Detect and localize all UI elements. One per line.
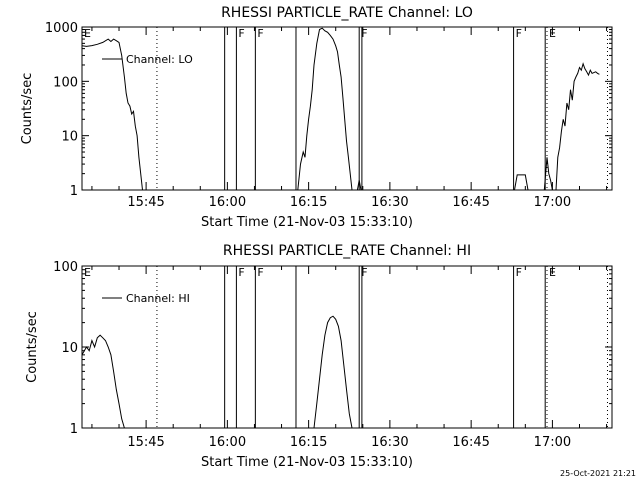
x-tick-label: 15:45: [127, 435, 164, 450]
x-tick-label: 16:15: [290, 195, 327, 210]
series-line: [543, 157, 553, 191]
x-tick-label: 16:00: [209, 195, 246, 210]
event-marker-label: F: [257, 27, 263, 40]
y-axis-label: Counts/sec: [20, 73, 35, 145]
x-tick-label: 15:45: [127, 195, 164, 210]
x-tick-label: 16:30: [371, 195, 408, 210]
timestamp-footer: 25-Oct-2021 21:21: [560, 469, 636, 478]
event-marker-label: F: [238, 27, 244, 40]
event-marker-label: F: [238, 266, 244, 279]
x-tick-label: 16:00: [209, 435, 246, 450]
chart-title: RHESSI PARTICLE_RATE Channel: LO: [221, 5, 473, 21]
x-axis-label: Start Time (21-Nov-03 15:33:10): [201, 455, 413, 470]
chart-title: RHESSI PARTICLE_RATE Channel: HI: [223, 243, 471, 259]
series-line: [555, 62, 600, 191]
event-marker-label: E: [84, 27, 91, 40]
series-line: [356, 180, 362, 191]
x-tick-label: 16:15: [290, 435, 327, 450]
event-marker-label: F: [257, 266, 263, 279]
x-tick-label: 16:45: [452, 195, 489, 210]
event-marker-label: F: [361, 27, 367, 40]
x-axis-label: Start Time (21-Nov-03 15:33:10): [201, 215, 413, 230]
event-marker-label: E: [84, 266, 91, 279]
series-line: [297, 27, 353, 191]
series-line: [514, 174, 529, 191]
y-tick-label: 10: [61, 130, 78, 145]
series-line: [81, 38, 143, 191]
event-marker-label: E: [549, 266, 556, 279]
y-tick-label: 100: [53, 260, 78, 275]
series-line: [313, 315, 353, 429]
y-tick-label: 1: [70, 184, 78, 199]
y-tick-label: 1000: [45, 21, 78, 36]
chart-panel-1: RHESSI PARTICLE_RATE Channel: LO 1 10 100 10…: [20, 5, 613, 230]
x-tick-label: 16:30: [371, 435, 408, 450]
x-tick-label: 16:45: [452, 435, 489, 450]
y-tick-label: 1: [70, 422, 78, 437]
event-marker-label: F: [361, 266, 367, 279]
legend-label: Channel: HI: [126, 292, 190, 305]
event-marker-label: E: [549, 27, 556, 40]
chart-panel-2: RHESSI PARTICLE_RATE Channel: HI 1 10 100 Co…: [25, 243, 613, 470]
x-tick-label: 17:00: [534, 195, 571, 210]
y-tick-label: 10: [61, 341, 78, 356]
y-axis-label: Counts/sec: [25, 311, 40, 383]
event-marker-label: F: [516, 27, 522, 40]
plot-frame: [81, 26, 613, 191]
plot-frame: [81, 265, 613, 429]
event-marker-label: F: [516, 266, 522, 279]
legend-label: Channel: LO: [126, 53, 193, 66]
x-tick-label: 17:00: [534, 435, 571, 450]
y-tick-label: 100: [53, 75, 78, 90]
series-line: [81, 334, 125, 429]
